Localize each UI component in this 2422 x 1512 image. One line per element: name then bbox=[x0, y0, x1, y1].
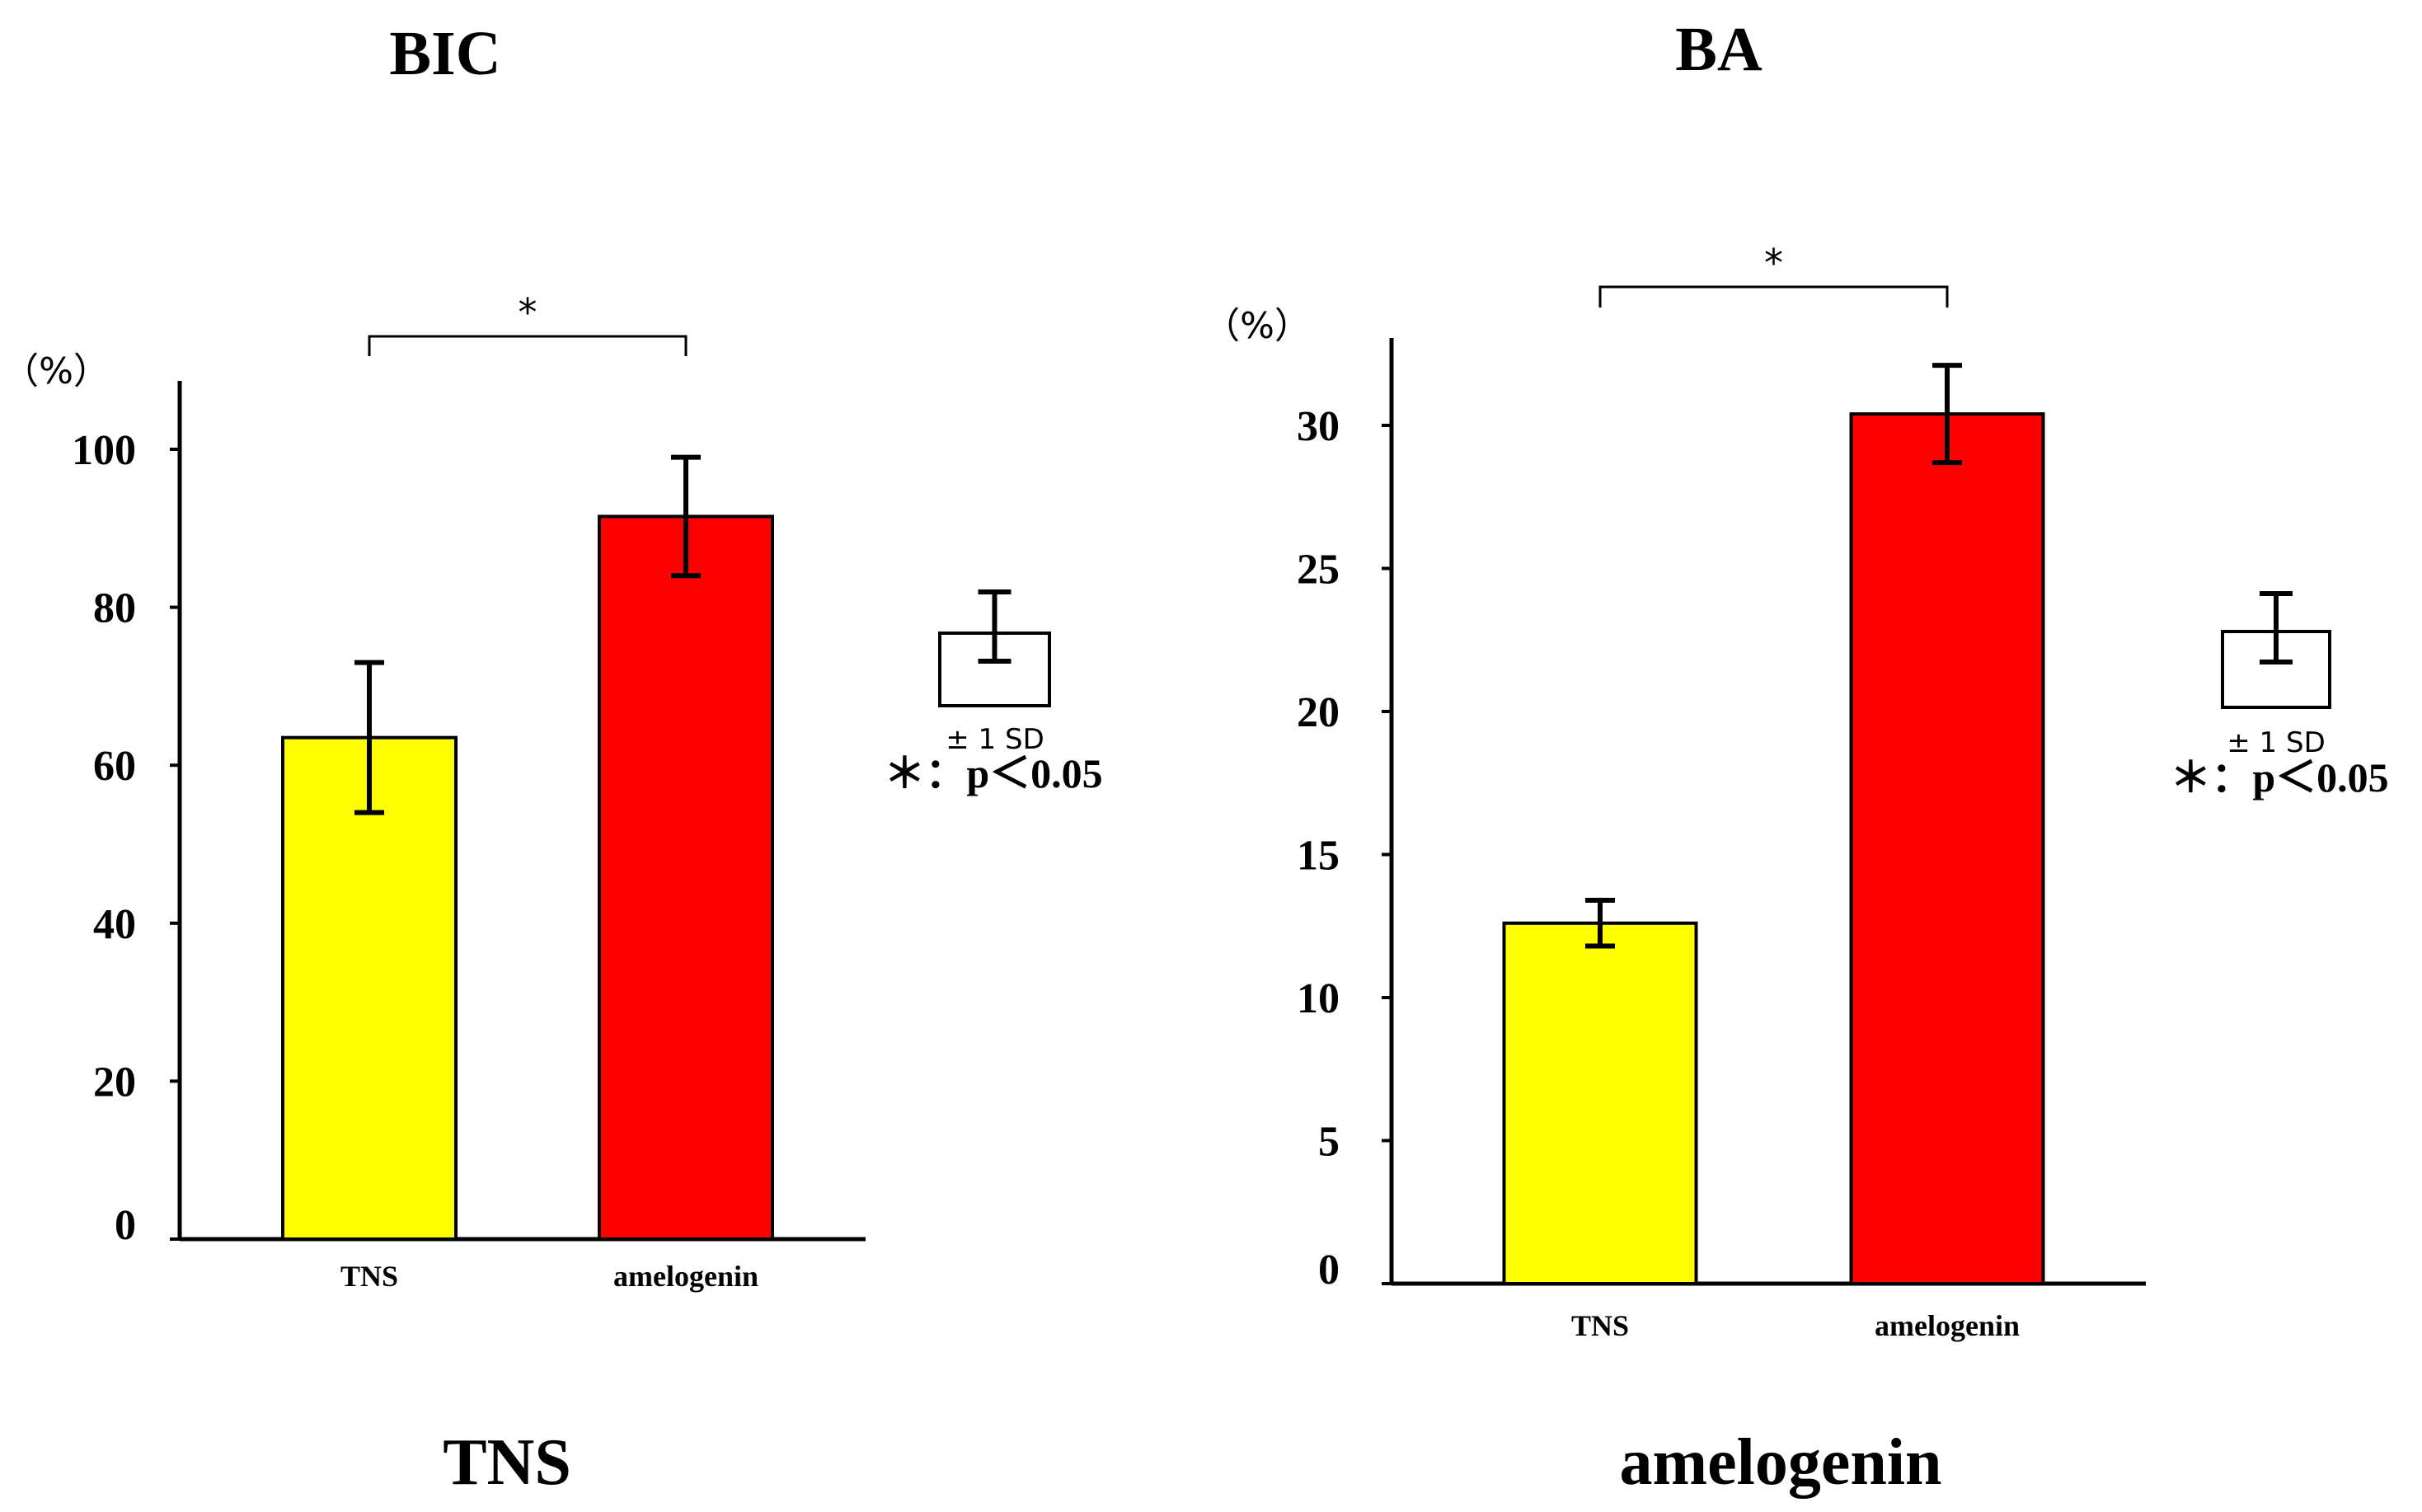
bic-y-tick-label: 80 bbox=[93, 585, 136, 632]
ba-chart: BA （%） 0 5 10 15 20 25 30 TNS amelogenin * ± 1 SD＊… bbox=[1204, 15, 2389, 1342]
bottom-label-amelogenin: amelogenin bbox=[1619, 1426, 1941, 1499]
bic-category-label: TNS bbox=[340, 1260, 398, 1293]
bic-bar-amelogenin bbox=[598, 514, 774, 1241]
bic-bar-tns bbox=[281, 735, 458, 1241]
ba-legend-sd-label: ± 1 SD bbox=[2227, 726, 2326, 759]
bic-significance-marker: * bbox=[519, 290, 537, 335]
ba-y-tick-label: 30 bbox=[1297, 403, 1340, 450]
ba-title: BA bbox=[1675, 15, 1763, 84]
ba-significance-marker: * bbox=[1764, 241, 1783, 285]
ba-y-tick-label: 25 bbox=[1297, 547, 1340, 594]
ba-significance-bracket bbox=[1598, 285, 1949, 308]
ba-unit-label: （%） bbox=[1204, 305, 1311, 347]
ba-y-tick-label: 15 bbox=[1297, 833, 1340, 880]
ba-y-tick-label: 10 bbox=[1297, 975, 1340, 1022]
bic-significance-bracket bbox=[368, 335, 688, 356]
bic-y-tick-label: 100 bbox=[72, 427, 136, 474]
bic-legend-sd-label: ± 1 SD bbox=[946, 723, 1044, 756]
ba-category-label: amelogenin bbox=[1875, 1309, 2020, 1342]
bic-title: BIC bbox=[389, 19, 500, 88]
bic-y-tick-label: 60 bbox=[93, 743, 136, 790]
bic-unit-label: （%） bbox=[2, 350, 110, 392]
bic-legend-p-label: ＊：p＜0.05 bbox=[884, 750, 1102, 796]
bic-category-label: amelogenin bbox=[613, 1260, 758, 1293]
bic-y-tick-label: 40 bbox=[93, 901, 136, 948]
ba-y-tick-label: 0 bbox=[1318, 1247, 1340, 1294]
bic-y-tick-label: 0 bbox=[115, 1202, 136, 1249]
ba-category-label: TNS bbox=[1571, 1309, 1629, 1342]
ba-legend-p-label: ＊：p＜0.05 bbox=[2170, 754, 2388, 801]
ba-y-tick-label: 5 bbox=[1318, 1119, 1340, 1166]
bic-y-tick-label: 20 bbox=[93, 1059, 136, 1106]
bottom-label-tns: TNS bbox=[443, 1426, 571, 1499]
ba-y-tick-label: 20 bbox=[1297, 689, 1340, 736]
ba-bar-tns bbox=[1502, 921, 1698, 1286]
bic-chart: BIC （%） 0 20 40 60 80 100 TNS amelogenin * ± 1 SD… bbox=[2, 19, 1103, 1293]
ba-bar-amelogenin bbox=[1849, 412, 2045, 1285]
